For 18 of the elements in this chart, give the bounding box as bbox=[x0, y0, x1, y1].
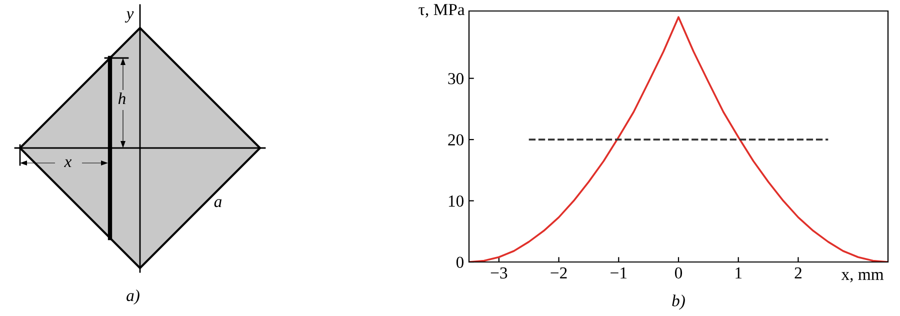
x-tick-label: 2 bbox=[794, 267, 802, 278]
y-tick-label: 30 bbox=[448, 73, 464, 84]
y-axis-title: τ, MPa bbox=[418, 4, 465, 18]
x-tick-label: −1 bbox=[610, 267, 627, 278]
text: h bbox=[118, 92, 126, 104]
x-tick-label: −2 bbox=[550, 267, 567, 278]
text: y bbox=[124, 11, 134, 23]
text: a bbox=[214, 199, 222, 208]
y-tick-label: 0 bbox=[456, 256, 464, 268]
x-tick-label: 1 bbox=[736, 267, 742, 278]
x-tick-label: 0 bbox=[674, 267, 682, 279]
x-axis-title: x, mm bbox=[841, 272, 884, 282]
y-tick-label: 20 bbox=[448, 134, 464, 146]
text: b) bbox=[672, 294, 685, 310]
text: x bbox=[64, 159, 72, 168]
y-tick-label: 10 bbox=[448, 195, 464, 207]
text: a) bbox=[126, 289, 140, 305]
x-tick-label: −3 bbox=[490, 267, 508, 279]
